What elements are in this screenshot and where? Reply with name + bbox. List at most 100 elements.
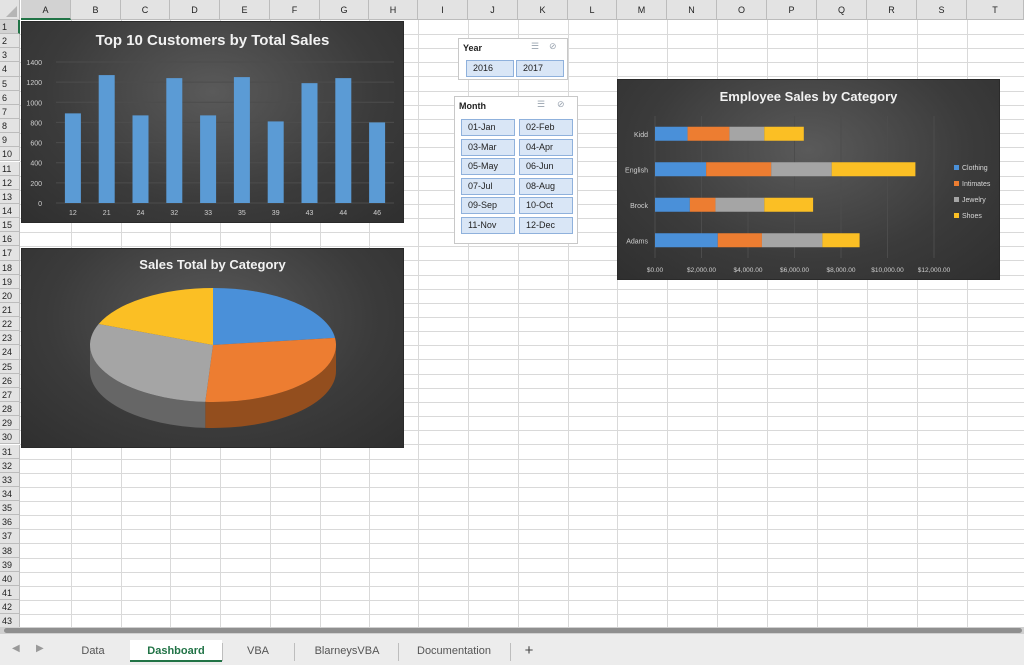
bar-segment[interactable] bbox=[689, 197, 716, 212]
row-header-31[interactable]: 31 bbox=[0, 444, 20, 459]
slicer-item-10-oct[interactable]: 10-Oct bbox=[519, 197, 573, 215]
row-header-3[interactable]: 3 bbox=[0, 48, 20, 63]
row-header-5[interactable]: 5 bbox=[0, 76, 20, 91]
row-header-22[interactable]: 22 bbox=[0, 317, 20, 332]
sheet-tab-dashboard[interactable]: Dashboard bbox=[130, 640, 222, 662]
column-header-c[interactable]: C bbox=[121, 0, 170, 20]
sheet-tab-blarneysvba[interactable]: BlarneysVBA bbox=[314, 645, 380, 657]
slicer-item-12-dec[interactable]: 12-Dec bbox=[519, 217, 573, 234]
column-header-s[interactable]: S bbox=[917, 0, 967, 20]
tab-scroll-right-icon[interactable]: ▶ bbox=[36, 643, 44, 654]
bar-segment[interactable] bbox=[687, 126, 730, 141]
row-header-27[interactable]: 27 bbox=[0, 387, 20, 403]
pie-slice[interactable] bbox=[205, 337, 336, 402]
bar[interactable] bbox=[166, 78, 183, 203]
sheet-tab-documentation[interactable]: Documentation bbox=[417, 645, 491, 657]
sales-by-category-chart[interactable]: Sales Total by Category bbox=[21, 248, 404, 448]
slicer-item-04-apr[interactable]: 04-Apr bbox=[519, 138, 573, 156]
row-header-14[interactable]: 14 bbox=[0, 203, 20, 219]
row-header-9[interactable]: 9 bbox=[0, 133, 20, 148]
slicer-item-2016[interactable]: 2016 bbox=[466, 60, 514, 77]
row-header-43[interactable]: 43 bbox=[0, 614, 20, 627]
row-header-28[interactable]: 28 bbox=[0, 402, 20, 417]
slicer-item-2017[interactable]: 2017 bbox=[516, 60, 564, 77]
row-header-13[interactable]: 13 bbox=[0, 189, 20, 204]
slicer-item-06-jun[interactable]: 06-Jun bbox=[519, 158, 573, 176]
row-header-2[interactable]: 2 bbox=[0, 34, 20, 49]
bar[interactable] bbox=[267, 121, 284, 203]
row-header-16[interactable]: 16 bbox=[0, 232, 20, 247]
select-all-corner[interactable] bbox=[0, 0, 20, 20]
row-header-34[interactable]: 34 bbox=[0, 486, 20, 502]
column-header-j[interactable]: J bbox=[468, 0, 518, 20]
column-header-h[interactable]: H bbox=[369, 0, 418, 20]
year-slicer[interactable]: Year ☰ ⊘ 2016 2017 bbox=[458, 38, 568, 80]
slicer-item-07-jul[interactable]: 07-Jul bbox=[461, 177, 515, 195]
column-header-l[interactable]: L bbox=[568, 0, 617, 20]
bar-segment[interactable] bbox=[715, 197, 765, 212]
slicer-item-05-may[interactable]: 05-May bbox=[461, 158, 515, 176]
row-header-42[interactable]: 42 bbox=[0, 600, 20, 615]
row-header-36[interactable]: 36 bbox=[0, 515, 20, 530]
bar[interactable] bbox=[369, 122, 386, 203]
scroll-bar[interactable] bbox=[0, 627, 1024, 634]
row-header-6[interactable]: 6 bbox=[0, 90, 20, 105]
row-header-10[interactable]: 10 bbox=[0, 147, 20, 162]
column-header-g[interactable]: G bbox=[320, 0, 369, 20]
row-header-38[interactable]: 38 bbox=[0, 543, 20, 558]
column-header-a[interactable]: A bbox=[21, 0, 71, 20]
row-header-12[interactable]: 12 bbox=[0, 175, 20, 190]
bar-segment[interactable] bbox=[761, 233, 823, 248]
top-customers-chart[interactable]: Top 10 Customers by Total Sales 0 200 400 6… bbox=[21, 21, 404, 223]
row-header-1[interactable]: 1 bbox=[0, 20, 20, 35]
clear-filter-icon[interactable]: ⊘ bbox=[557, 99, 565, 109]
pie-slice[interactable] bbox=[98, 288, 213, 345]
bar-segment[interactable] bbox=[831, 162, 916, 177]
row-header-26[interactable]: 26 bbox=[0, 373, 20, 388]
bar-segment[interactable] bbox=[655, 197, 690, 212]
column-header-r[interactable]: R bbox=[867, 0, 917, 20]
bar-segment[interactable] bbox=[729, 126, 765, 141]
bar-segment[interactable] bbox=[822, 233, 860, 248]
bar-segment[interactable] bbox=[764, 126, 804, 141]
column-header-d[interactable]: D bbox=[170, 0, 220, 20]
bar[interactable] bbox=[64, 113, 81, 203]
sheet-tab-data[interactable]: Data bbox=[81, 645, 105, 657]
column-header-b[interactable]: B bbox=[71, 0, 121, 20]
slicer-item-02-feb[interactable]: 02-Feb bbox=[519, 119, 573, 136]
row-header-41[interactable]: 41 bbox=[0, 586, 20, 601]
bar-segment[interactable] bbox=[771, 162, 832, 177]
row-header-30[interactable]: 30 bbox=[0, 430, 20, 445]
column-header-n[interactable]: N bbox=[667, 0, 717, 20]
bar[interactable] bbox=[132, 115, 149, 203]
row-header-32[interactable]: 32 bbox=[0, 458, 20, 473]
add-sheet-button[interactable]: + bbox=[524, 642, 534, 659]
bar-segment[interactable] bbox=[655, 233, 718, 248]
row-header-33[interactable]: 33 bbox=[0, 472, 20, 487]
month-slicer[interactable]: Month ☰ ⊘ 01-Jan 02-Feb 03-Mar 04-Apr 05-May… bbox=[454, 96, 578, 244]
bar-segment[interactable] bbox=[655, 126, 688, 141]
bar-segment[interactable] bbox=[706, 162, 772, 177]
row-header-37[interactable]: 37 bbox=[0, 529, 20, 544]
bar[interactable] bbox=[98, 75, 115, 203]
pie-slice[interactable] bbox=[213, 288, 336, 345]
pie-slice[interactable] bbox=[89, 324, 213, 402]
slicer-item-08-aug[interactable]: 08-Aug bbox=[519, 177, 573, 195]
clear-filter-icon[interactable]: ⊘ bbox=[549, 41, 557, 51]
column-header-t[interactable]: T bbox=[967, 0, 1024, 20]
bar-segment[interactable] bbox=[764, 197, 814, 212]
employee-sales-chart[interactable]: Employee Sales by Category $0.00 $2,000.0… bbox=[617, 79, 1000, 280]
tab-scroll-left-icon[interactable]: ◀ bbox=[12, 643, 20, 654]
bar[interactable] bbox=[301, 83, 318, 203]
column-header-e[interactable]: E bbox=[220, 0, 270, 20]
column-header-m[interactable]: M bbox=[617, 0, 667, 20]
bar[interactable] bbox=[200, 115, 217, 203]
row-header-40[interactable]: 40 bbox=[0, 571, 20, 586]
row-header-8[interactable]: 8 bbox=[0, 119, 20, 134]
column-header-q[interactable]: Q bbox=[817, 0, 867, 20]
row-header-11[interactable]: 11 bbox=[0, 161, 20, 176]
row-header-29[interactable]: 29 bbox=[0, 416, 20, 431]
row-header-4[interactable]: 4 bbox=[0, 62, 20, 77]
bar-segment[interactable] bbox=[717, 233, 762, 248]
